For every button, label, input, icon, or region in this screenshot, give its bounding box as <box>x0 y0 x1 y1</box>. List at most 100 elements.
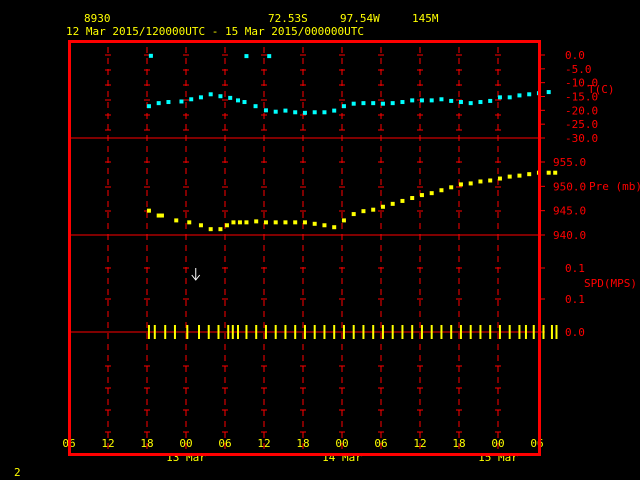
temp-tick-label: 0.0 <box>565 49 585 62</box>
pres-point <box>468 181 473 186</box>
plot-frame <box>68 40 541 456</box>
pres-point <box>361 209 366 214</box>
pres-point <box>244 220 249 225</box>
hour-tick-label: 18 <box>296 437 309 450</box>
pres-point <box>497 176 502 181</box>
elevation-label: 145M <box>412 12 439 25</box>
pres-point <box>439 188 444 193</box>
pres-point <box>263 220 268 225</box>
temp-point <box>179 99 184 104</box>
pres-point <box>159 213 164 218</box>
temp-point <box>468 101 473 106</box>
temp-tick-label: -20.0 <box>565 104 598 117</box>
temp-point <box>302 110 307 115</box>
hour-tick-label: 00 <box>491 437 504 450</box>
hour-tick-label: 06 <box>374 437 387 450</box>
temp-point <box>488 98 493 103</box>
temp-point <box>449 98 454 103</box>
temp-point <box>361 101 366 106</box>
date-label: 14 Mar <box>322 451 362 464</box>
pres-point <box>390 201 395 206</box>
wind-tick-label: 0.0 <box>565 326 585 339</box>
pres-point <box>527 172 532 177</box>
pres-point <box>283 220 288 225</box>
temp-point <box>283 108 288 113</box>
hour-tick-label: 18 <box>452 437 465 450</box>
temp-point <box>371 101 376 106</box>
temp-point <box>263 108 268 113</box>
temp-point <box>380 101 385 106</box>
pres-axis-label: Pre (mb) <box>589 180 640 193</box>
temp-tick-label: -30.0 <box>565 132 598 145</box>
pres-point <box>293 220 298 225</box>
pres-point <box>341 218 346 223</box>
temp-point <box>244 54 249 59</box>
pres-point <box>478 179 483 184</box>
pres-tick-label: 945.0 <box>553 205 586 218</box>
temp-point <box>312 110 317 115</box>
hour-tick-label: 12 <box>413 437 426 450</box>
temp-point <box>236 98 240 103</box>
pres-point <box>429 191 434 196</box>
time-range-label: 12 Mar 2015/120000UTC - 15 Mar 2015/0000… <box>66 25 364 38</box>
temp-point <box>293 110 298 115</box>
pres-tick-label: 950.0 <box>553 180 586 193</box>
pres-point <box>208 227 213 232</box>
temp-tick-label: -5.0 <box>565 63 592 76</box>
temp-point <box>148 53 153 58</box>
temp-point <box>497 95 502 100</box>
temp-point <box>517 93 522 98</box>
pres-point <box>237 220 242 225</box>
longitude-label: 97.54W <box>340 12 380 25</box>
pres-point <box>332 225 337 230</box>
data-layer <box>146 53 558 339</box>
temp-point <box>341 104 346 109</box>
hour-tick-label: 00 <box>335 437 348 450</box>
hour-tick-label: 12 <box>101 437 114 450</box>
wind-direction-arrowhead <box>191 274 201 281</box>
temp-point <box>478 100 483 105</box>
temp-point <box>208 92 213 97</box>
pres-point <box>371 207 376 212</box>
pres-point <box>351 212 356 217</box>
hour-tick-label: 18 <box>140 437 153 450</box>
pres-point <box>302 220 307 225</box>
pres-point <box>218 227 223 232</box>
page-number: 2 <box>14 466 21 479</box>
temp-point <box>429 98 434 103</box>
temp-point <box>146 104 151 109</box>
pres-point <box>254 219 259 224</box>
pres-point <box>400 198 405 203</box>
temp-point <box>253 104 258 109</box>
temp-point <box>507 95 512 100</box>
pres-point <box>187 220 192 225</box>
temp-point <box>332 108 337 113</box>
temp-point <box>390 101 395 106</box>
temp-point <box>322 110 327 115</box>
pres-point <box>553 170 558 175</box>
temp-point <box>410 98 415 103</box>
temp-point <box>439 97 444 102</box>
temp-point <box>546 90 551 95</box>
pres-point <box>312 221 317 226</box>
grid-layer <box>69 47 539 450</box>
pres-point <box>146 208 151 213</box>
temp-point <box>198 95 203 100</box>
temp-point <box>400 100 405 105</box>
temp-point <box>351 101 356 106</box>
wind-axis-label: SPD(MPS) <box>584 277 637 290</box>
hour-tick-label: 06 <box>218 437 231 450</box>
temp-axis-label: T(C) <box>588 83 615 96</box>
temp-tick-label: -25.0 <box>565 118 598 131</box>
temp-point <box>273 109 278 114</box>
hour-tick-label: 06 <box>530 437 543 450</box>
pres-point <box>174 218 179 223</box>
pres-point <box>546 170 551 175</box>
temp-point <box>267 54 272 59</box>
temp-point <box>189 97 194 102</box>
pres-point <box>419 193 424 198</box>
temp-point <box>228 95 233 100</box>
pres-point <box>449 185 454 190</box>
